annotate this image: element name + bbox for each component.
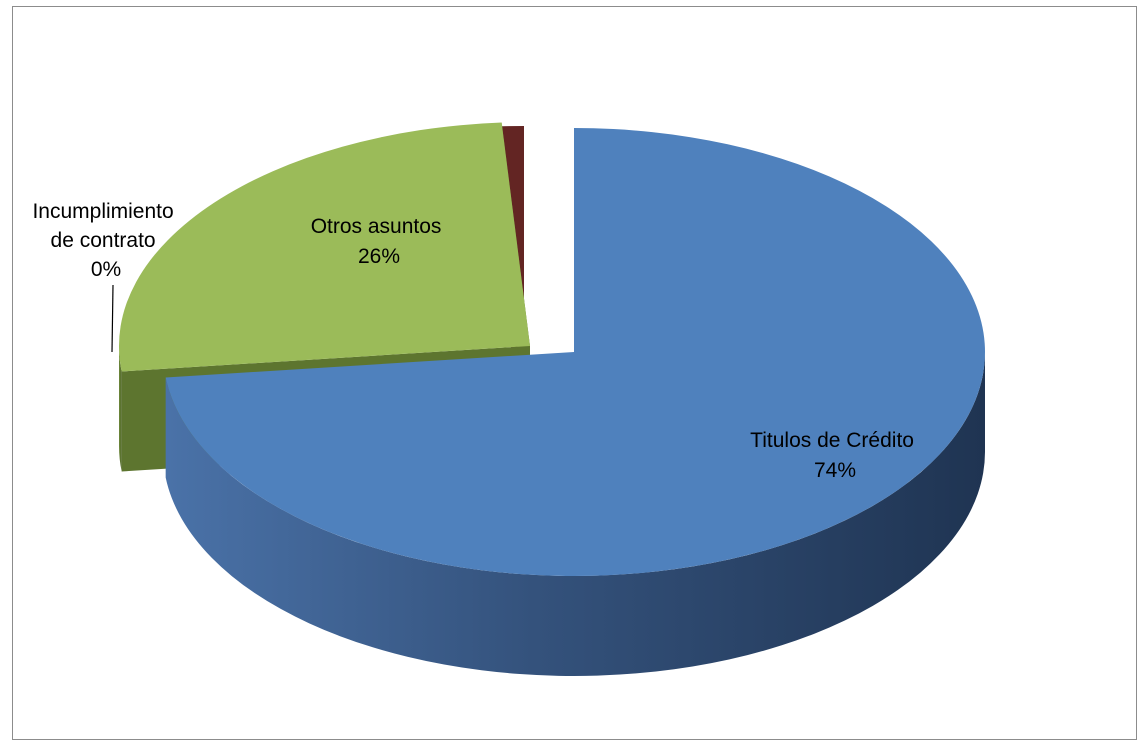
slice-label-incumplimiento: Incumplimiento de contrato 0% [32, 200, 179, 281]
pie-slice-otros-side [119, 346, 122, 472]
slice-label-otros: Otros asuntos 26% [311, 215, 448, 268]
pie-slice-otros [118, 122, 530, 372]
slice-labels: Titulos de Crédito 74% Otros asuntos 26%… [32, 200, 920, 482]
pie-slice-titulos-side [165, 352, 986, 676]
pie-slice-titulos [165, 128, 985, 576]
pie-slices [118, 122, 986, 676]
slice-label-titulos: Titulos de Crédito 74% [750, 429, 920, 482]
label-leader-line [111, 284, 114, 353]
